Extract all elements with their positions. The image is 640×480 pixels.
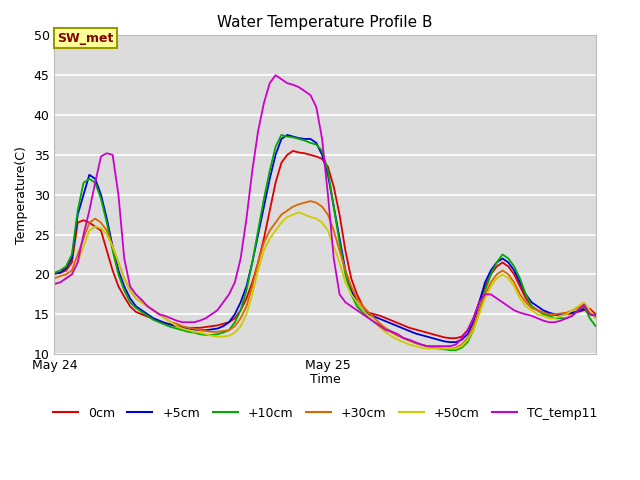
Legend: 0cm, +5cm, +10cm, +30cm, +50cm, TC_temp11: 0cm, +5cm, +10cm, +30cm, +50cm, TC_temp1… [47,402,602,425]
Text: SW_met: SW_met [58,32,114,45]
Title: Water Temperature Profile B: Water Temperature Profile B [217,15,433,30]
Y-axis label: Temperature(C): Temperature(C) [15,146,28,244]
X-axis label: Time: Time [310,373,340,386]
